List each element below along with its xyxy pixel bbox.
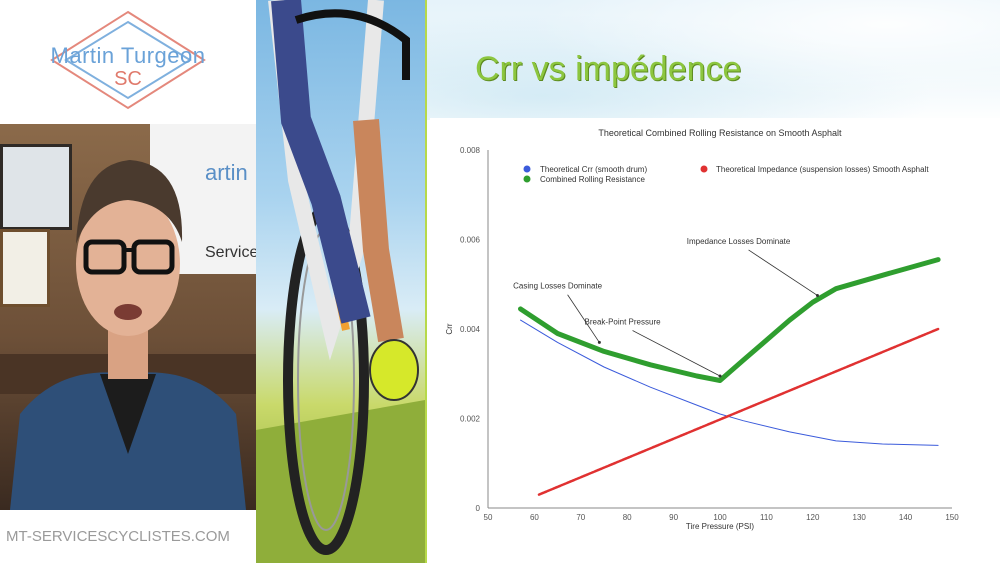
y-tick-labels: 0 0.002 0.004 0.006 0.008: [460, 146, 481, 513]
x-tick-label: 130: [853, 513, 867, 522]
legend-marker-combined: [523, 175, 531, 183]
slide-title: Crr vs impédence: [475, 50, 742, 88]
wall-certificate: [0, 144, 72, 230]
chart-series: [518, 257, 941, 496]
annotation-arrow: [567, 294, 600, 343]
chart-title: Theoretical Combined Rolling Resistance …: [598, 128, 842, 138]
series-line-combined: [518, 257, 941, 383]
annotation-label: Impedance Losses Dominate: [687, 237, 791, 246]
y-axis-label: Crr: [445, 323, 454, 334]
x-tick-labels: 50 60 70 80 90 100 110 120 130 140 150: [484, 513, 960, 522]
presenter-figure: [10, 160, 246, 510]
y-tick-label: 0.004: [460, 325, 481, 334]
presentation-slide: Crr vs impédence Theoretical Combined Ro…: [425, 0, 1000, 563]
y-tick-label: 0.006: [460, 236, 481, 245]
banner-subtext: Service: [205, 244, 256, 261]
x-axis-label: Tire Pressure (PSI): [686, 522, 754, 531]
presenter-column: Martin Turgeon SC artin Service MT-SERVI: [0, 0, 256, 563]
chart-annotations: Casing Losses Dominate Break-Point Pressu…: [513, 237, 819, 378]
banner-text: artin: [205, 160, 248, 185]
wall-diploma: [0, 229, 50, 307]
cyclist-photo: [256, 0, 425, 563]
legend-marker-impedance: [700, 165, 708, 173]
brand-logo: Martin Turgeon SC: [0, 0, 256, 122]
x-tick-label: 110: [760, 513, 773, 522]
logo-initials: SC: [114, 68, 142, 90]
annotation-arrow: [748, 249, 818, 296]
cyclist-illustration: [256, 0, 425, 563]
rolling-resistance-chart: Theoretical Combined Rolling Resistance …: [445, 128, 960, 531]
annotation-arrow-tip: [597, 340, 601, 344]
annotation-arrow-tip: [718, 374, 722, 378]
annotation-label: Casing Losses Dominate: [513, 282, 602, 291]
x-tick-label: 90: [669, 513, 678, 522]
y-tick-label: 0.008: [460, 146, 481, 155]
x-tick-label: 140: [899, 513, 913, 522]
series-line-crr: [520, 319, 939, 446]
legend-marker-crr: [523, 165, 531, 173]
annotation-label: Break-Point Pressure: [585, 318, 662, 327]
x-tick-label: 60: [530, 513, 539, 522]
chart-panel: Theoretical Combined Rolling Resistance …: [430, 118, 1000, 560]
annotation-arrow-tip: [815, 293, 819, 297]
logo-name: Martin Turgeon: [50, 43, 206, 68]
x-tick-label: 120: [806, 513, 820, 522]
annotation-arrow: [632, 330, 721, 377]
y-tick-label: 0: [476, 504, 481, 513]
x-tick-label: 80: [623, 513, 632, 522]
series-line-impedance: [537, 327, 940, 496]
x-tick-label: 100: [713, 513, 727, 522]
legend-label-crr: Theoretical Crr (smooth drum): [540, 165, 647, 174]
slide-sky-background: [427, 0, 1000, 120]
webcam-feed: artin Service: [0, 124, 256, 510]
chart-legend: Theoretical Crr (smooth drum) Combined R…: [523, 165, 929, 184]
x-tick-label: 50: [484, 513, 493, 522]
legend-label-combined: Combined Rolling Resistance: [540, 175, 645, 184]
logo-diamond-icon: [50, 10, 206, 110]
y-tick-label: 0.002: [460, 415, 481, 424]
website-url: MT-SERVICESCYCLISTES.COM: [0, 510, 256, 563]
x-tick-label: 150: [945, 513, 959, 522]
legend-label-impedance: Theoretical Impedance (suspension losses…: [716, 165, 929, 174]
x-tick-label: 70: [576, 513, 585, 522]
